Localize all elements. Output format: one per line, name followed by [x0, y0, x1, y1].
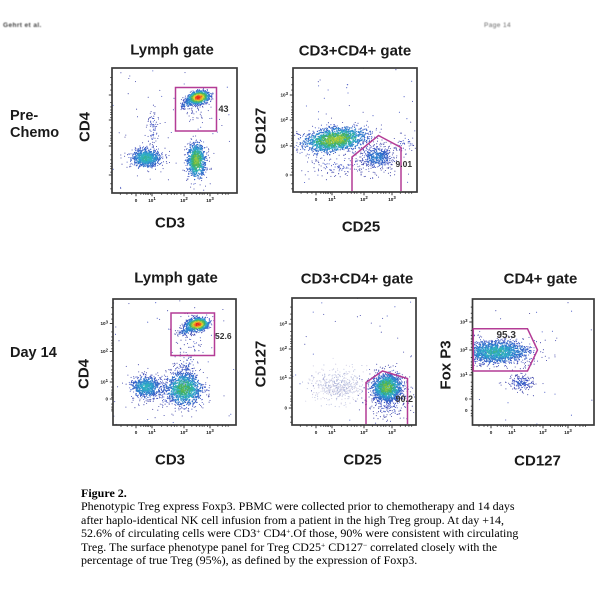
svg-text:102: 102: [460, 346, 468, 353]
svg-text:102: 102: [360, 195, 368, 202]
svg-text:102: 102: [180, 196, 188, 203]
svg-text:102: 102: [539, 428, 547, 435]
svg-text:0: 0: [135, 198, 138, 203]
svg-text:0: 0: [490, 430, 493, 435]
svg-text:0: 0: [315, 430, 318, 435]
svg-text:103: 103: [460, 318, 468, 325]
svg-text:101: 101: [328, 195, 336, 202]
svg-text:101: 101: [508, 428, 516, 435]
svg-text:0: 0: [284, 406, 287, 411]
svg-text:0: 0: [135, 430, 138, 435]
svg-text:101: 101: [148, 196, 156, 203]
svg-text:101: 101: [100, 378, 108, 385]
svg-text:102: 102: [180, 428, 188, 435]
svg-text:0: 0: [465, 397, 468, 402]
svg-text:102: 102: [279, 345, 287, 352]
svg-text:103: 103: [564, 428, 572, 435]
svg-text:0: 0: [105, 397, 108, 402]
svg-text:101: 101: [148, 428, 156, 435]
svg-text:0: 0: [315, 197, 318, 202]
svg-text:103: 103: [100, 319, 108, 326]
svg-text:0: 0: [465, 408, 468, 413]
svg-text:101: 101: [280, 142, 288, 149]
svg-text:101: 101: [460, 371, 468, 378]
svg-text:102: 102: [280, 116, 288, 123]
svg-text:102: 102: [100, 347, 108, 354]
svg-text:103: 103: [388, 195, 396, 202]
svg-text:0: 0: [285, 173, 288, 178]
svg-text:103: 103: [280, 91, 288, 98]
svg-text:103: 103: [279, 320, 287, 327]
svg-text:101: 101: [279, 374, 287, 381]
svg-text:103: 103: [206, 196, 214, 203]
svg-text:103: 103: [388, 428, 396, 435]
svg-text:101: 101: [328, 428, 336, 435]
svg-text:103: 103: [206, 428, 214, 435]
svg-text:102: 102: [360, 428, 368, 435]
